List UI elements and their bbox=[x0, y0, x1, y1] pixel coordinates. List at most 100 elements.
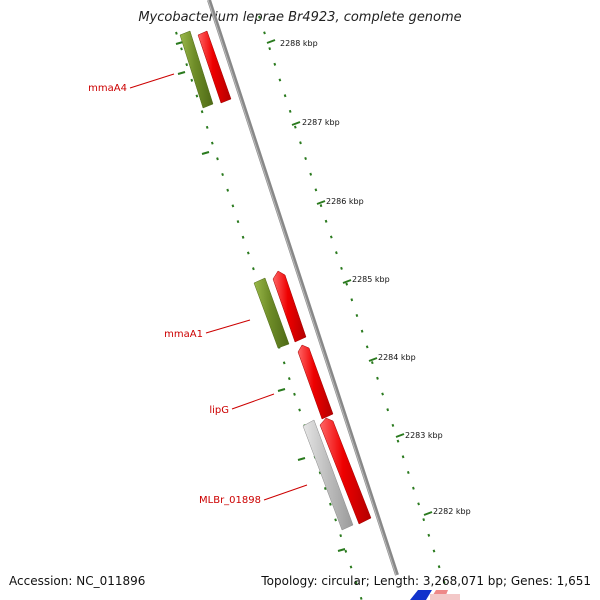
scale-label-2285: 2285 kbp bbox=[352, 275, 390, 284]
right-ring-dot-14 bbox=[329, 235, 333, 239]
left-ring-dot-30 bbox=[329, 502, 332, 506]
right-ring-dot-2 bbox=[268, 47, 272, 51]
scale-ticks bbox=[175, 39, 433, 552]
left-ring-dot-34 bbox=[349, 565, 353, 569]
gene-MLBr01898-forward bbox=[319, 417, 372, 525]
left-ring-dot-14 bbox=[246, 251, 250, 255]
scale-major-tick-6 bbox=[423, 511, 433, 516]
left-ring-dot-15 bbox=[252, 267, 255, 271]
left-ring-dot-5 bbox=[200, 110, 204, 114]
scale-major-tick-0 bbox=[266, 39, 276, 44]
right-ring-dot-5 bbox=[283, 94, 287, 98]
right-ring-dot-32 bbox=[422, 518, 426, 522]
accession-text: Accession: NC_011896 bbox=[9, 574, 146, 588]
right-ring-dot-24 bbox=[381, 392, 384, 396]
right-ring-dot-6 bbox=[288, 109, 292, 113]
gene-label-MLBr_01898[interactable]: MLBr_01898 bbox=[199, 495, 261, 506]
left-ring-dot-29 bbox=[323, 486, 327, 491]
right-ring-dot-36 bbox=[442, 580, 446, 584]
right-ring-dot-31 bbox=[417, 502, 420, 506]
gene-label-lipG[interactable]: lipG bbox=[209, 405, 229, 416]
right-ring-dot-33 bbox=[427, 533, 431, 537]
right-ring-dot-28 bbox=[401, 455, 405, 459]
left-ring-dot-4 bbox=[195, 94, 199, 98]
gene-mmaA4-forward bbox=[197, 30, 232, 104]
scale-label-2287: 2287 kbp bbox=[302, 118, 340, 127]
gene-lipG-forward bbox=[297, 344, 334, 420]
right-ring-dot-13 bbox=[324, 219, 328, 223]
scale-major-tick-2 bbox=[316, 200, 326, 205]
right-ring-dot-8 bbox=[299, 141, 302, 145]
callout-MLBr_01898 bbox=[263, 484, 308, 501]
right-ring-dot-12 bbox=[319, 204, 323, 208]
right-ring-dot-15 bbox=[335, 251, 338, 255]
left-ring-dot-36 bbox=[359, 596, 363, 600]
left-ring-dot-23 bbox=[293, 392, 296, 396]
right-ring-dot-16 bbox=[340, 266, 343, 270]
scale-major-tick-4 bbox=[368, 357, 378, 362]
right-ring-dot-22 bbox=[370, 361, 374, 365]
genome-backbone bbox=[207, 0, 399, 576]
left-ring-dot-10 bbox=[226, 188, 230, 192]
left-ring-dot-35 bbox=[354, 581, 358, 585]
scale-label-2283: 2283 kbp bbox=[405, 431, 443, 440]
right-ring-dot-10 bbox=[309, 172, 313, 176]
left-ring-dot-7 bbox=[210, 141, 214, 145]
right-ring-dot-11 bbox=[314, 188, 318, 192]
gene-mmaA4-reverse bbox=[179, 30, 214, 109]
left-major-tick-6 bbox=[337, 548, 346, 552]
gene-label-mmaA4[interactable]: mmaA4 bbox=[88, 83, 127, 94]
left-ring-dot-24 bbox=[298, 408, 301, 412]
left-ring-dot-13 bbox=[241, 235, 245, 239]
left-ring-dot-32 bbox=[339, 534, 343, 538]
right-ring-dot-20 bbox=[360, 329, 364, 333]
left-major-tick-4 bbox=[277, 388, 286, 392]
right-tick-ring bbox=[258, 15, 446, 584]
gene-mmaA1-reverse bbox=[253, 277, 290, 349]
right-ring-dot-34 bbox=[432, 549, 436, 553]
right-ring-dot-30 bbox=[412, 486, 415, 490]
left-ring-dot-2 bbox=[185, 63, 189, 67]
left-ring-dot-1 bbox=[180, 47, 183, 51]
scale-label-2284: 2284 kbp bbox=[378, 353, 416, 362]
right-ring-dot-23 bbox=[376, 376, 379, 380]
right-ring-dot-9 bbox=[304, 156, 307, 161]
right-ring-dot-29 bbox=[406, 470, 410, 475]
left-major-tick-2 bbox=[201, 151, 210, 155]
left-major-tick-1 bbox=[177, 71, 186, 75]
scale-label-2288: 2288 kbp bbox=[280, 39, 318, 48]
scale-label-2286: 2286 kbp bbox=[326, 197, 364, 206]
left-ring-dot-6 bbox=[205, 125, 209, 129]
callout-lipG bbox=[231, 393, 275, 410]
gene-mmaA1-forward bbox=[272, 270, 307, 343]
right-ring-dot-3 bbox=[273, 62, 277, 66]
right-ring-dot-25 bbox=[386, 408, 390, 412]
right-ring-dot-27 bbox=[396, 439, 400, 443]
gene-bottom-blue bbox=[410, 590, 432, 600]
map-title: Mycobacterium leprae Br4923, complete ge… bbox=[138, 10, 462, 25]
scale-major-tick-5 bbox=[395, 433, 405, 438]
left-ring-dot-28 bbox=[318, 471, 322, 475]
right-ring-dot-7 bbox=[293, 125, 297, 129]
callout-mmaA4 bbox=[129, 73, 175, 89]
left-ring-dot-0 bbox=[175, 31, 178, 35]
right-ring-dot-4 bbox=[278, 78, 282, 82]
right-ring-dot-26 bbox=[391, 423, 395, 427]
left-ring-dot-31 bbox=[334, 518, 337, 522]
left-major-tick-5 bbox=[297, 457, 306, 461]
left-ring-dot-8 bbox=[216, 157, 219, 161]
left-tick-ring bbox=[175, 31, 363, 600]
scale-label-2282: 2282 kbp bbox=[433, 507, 471, 516]
left-ring-dot-22 bbox=[287, 377, 291, 381]
gene-label-mmaA1[interactable]: mmaA1 bbox=[164, 329, 203, 340]
topology-text: Topology: circular; Length: 3,268,071 bp… bbox=[261, 574, 591, 588]
right-ring-dot-19 bbox=[355, 313, 359, 318]
left-major-tick-0 bbox=[175, 41, 184, 45]
left-ring-dot-3 bbox=[190, 78, 194, 82]
right-ring-dot-0 bbox=[258, 15, 261, 19]
left-ring-dot-33 bbox=[344, 549, 348, 553]
left-ring-dot-9 bbox=[221, 172, 224, 177]
right-ring-dot-1 bbox=[263, 31, 266, 35]
right-ring-dot-17 bbox=[345, 282, 349, 286]
